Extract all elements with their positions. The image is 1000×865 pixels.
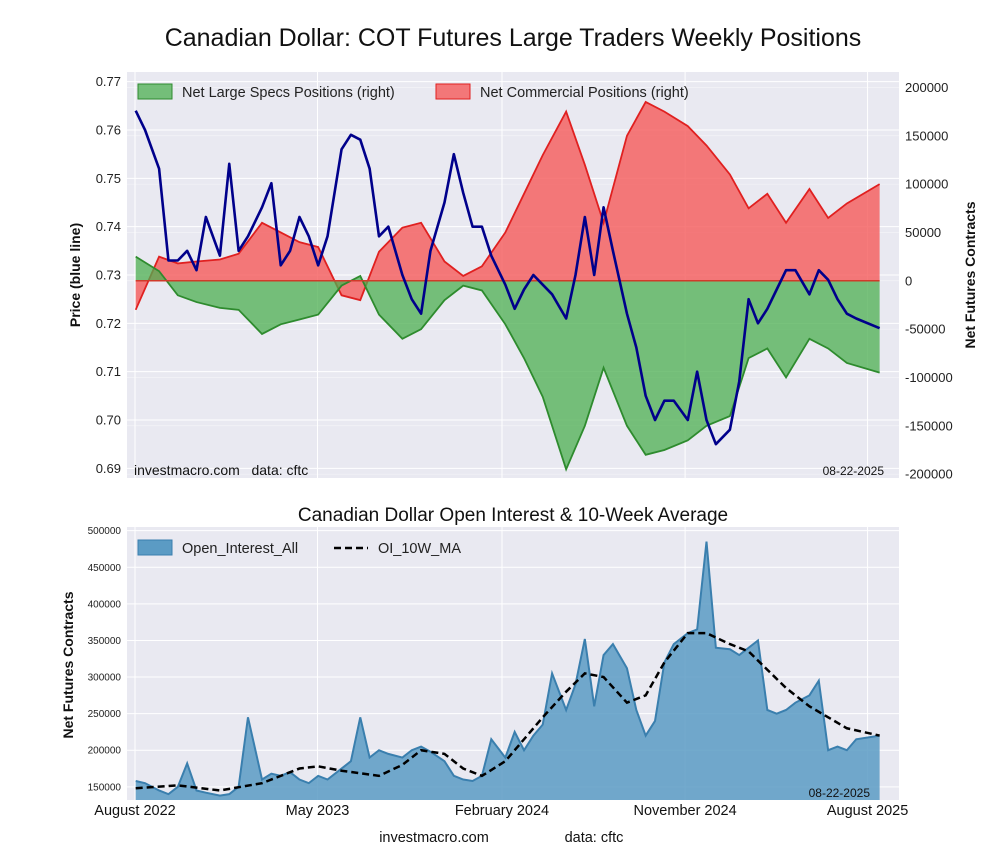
bottom-tick-label: 350000 bbox=[88, 636, 122, 647]
bottom-series bbox=[135, 541, 880, 800]
price-line bbox=[134, 110, 881, 446]
legend-label-commercial: Net Commercial Positions (right) bbox=[480, 85, 689, 101]
top-watermark-date: 08-22-2025 bbox=[823, 464, 885, 478]
top-right-tick-label: 150000 bbox=[905, 128, 948, 143]
top-right-tick-label: 100000 bbox=[905, 177, 948, 192]
top-right-tick-label: -150000 bbox=[905, 418, 953, 433]
top-right-tick-label: 50000 bbox=[905, 225, 941, 240]
open-interest-line bbox=[135, 541, 880, 797]
footer-site: investmacro.com bbox=[379, 830, 489, 846]
top-series bbox=[134, 100, 881, 472]
price-position-chart: 0.69 0.70 0.71 0.72 0.73 0.74 0.75 0.76 0.77 -200… bbox=[67, 72, 978, 482]
legend-swatch-commercial bbox=[435, 83, 471, 100]
legend-label-open-interest: Open_Interest_All bbox=[182, 541, 298, 557]
top-left-tick-label: 0.75 bbox=[96, 171, 121, 186]
top-right-tick-label: 200000 bbox=[905, 80, 948, 95]
bottom-tick-label: 400000 bbox=[88, 599, 122, 610]
bottom-legend: Open_Interest_All OI_10W_MA bbox=[137, 539, 461, 557]
legend-swatch-open-interest bbox=[137, 539, 173, 556]
top-left-tick-label: 0.77 bbox=[96, 74, 121, 89]
bottom-watermark-date: 08-22-2025 bbox=[809, 786, 871, 800]
bottom-x-tick-label: November 2024 bbox=[634, 803, 737, 819]
top-left-tick-label: 0.73 bbox=[96, 268, 121, 283]
top-right-axis-label: Net Futures Contracts bbox=[962, 201, 978, 348]
open-interest-chart: Canadian Dollar Open Interest & 10-Week … bbox=[60, 505, 908, 819]
specs-line bbox=[135, 255, 880, 472]
top-right-tick-label: -50000 bbox=[905, 322, 945, 337]
figure-title: Canadian Dollar: COT Futures Large Trade… bbox=[165, 24, 862, 52]
top-watermark-source: investmacro.com data: cftc bbox=[134, 462, 308, 478]
oi-10w-ma-line bbox=[135, 631, 880, 792]
bottom-tick-label: 300000 bbox=[88, 673, 122, 684]
bottom-x-tick-label: February 2024 bbox=[455, 803, 549, 819]
bottom-tick-label: 200000 bbox=[88, 746, 122, 757]
top-legend: Net Large Specs Positions (right) Net Co… bbox=[137, 83, 689, 101]
legend-swatch-specs bbox=[137, 83, 173, 100]
top-right-tick-label: 0 bbox=[905, 273, 912, 288]
bottom-axes: 150000 200000 250000 300000 350000 400000 4500… bbox=[88, 526, 909, 819]
commercial-line bbox=[134, 100, 881, 311]
bottom-x-tick-label: May 2023 bbox=[286, 803, 350, 819]
legend-label-ma: OI_10W_MA bbox=[378, 541, 461, 557]
bottom-tick-label: 450000 bbox=[88, 563, 122, 574]
top-right-tick-label: -200000 bbox=[905, 467, 953, 482]
open-interest-area bbox=[135, 541, 880, 800]
top-left-tick-label: 0.74 bbox=[96, 219, 121, 234]
top-left-axis-label: Price (blue line) bbox=[67, 223, 83, 327]
bottom-tick-label: 500000 bbox=[88, 526, 122, 537]
footer-data: data: cftc bbox=[565, 830, 624, 846]
bottom-x-tick-label: August 2022 bbox=[94, 803, 175, 819]
top-left-tick-label: 0.72 bbox=[96, 316, 121, 331]
top-axes: 0.69 0.70 0.71 0.72 0.73 0.74 0.75 0.76 0.77 -200… bbox=[96, 74, 953, 481]
bottom-tick-label: 150000 bbox=[88, 782, 122, 793]
bottom-axis-label: Net Futures Contracts bbox=[60, 591, 76, 738]
top-left-tick-label: 0.76 bbox=[96, 123, 121, 138]
top-right-tick-label: -100000 bbox=[905, 370, 953, 385]
bottom-x-tick-label: August 2025 bbox=[827, 803, 908, 819]
legend-label-specs: Net Large Specs Positions (right) bbox=[182, 85, 395, 101]
oi-chart-title: Canadian Dollar Open Interest & 10-Week … bbox=[298, 505, 728, 526]
bottom-tick-label: 250000 bbox=[88, 709, 122, 720]
top-left-tick-label: 0.69 bbox=[96, 461, 121, 476]
top-left-tick-label: 0.70 bbox=[96, 413, 121, 428]
top-left-tick-label: 0.71 bbox=[96, 364, 121, 379]
